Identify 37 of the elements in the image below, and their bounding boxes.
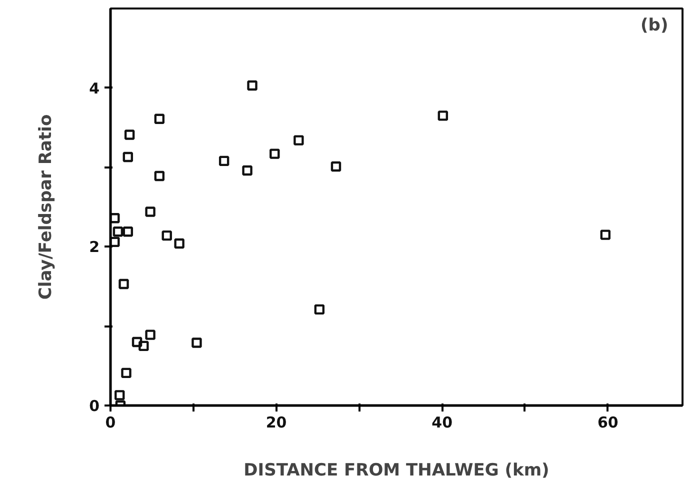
point [247, 80, 258, 91]
point [154, 170, 165, 182]
point [154, 114, 165, 124]
point [314, 304, 325, 315]
point [270, 148, 280, 159]
y-tick-label: 0 [89, 397, 100, 415]
y-axis-title: Clay/Feldspar Ratio [36, 114, 56, 300]
point [145, 330, 156, 340]
x-tick-label: 60 [597, 414, 618, 432]
point [122, 152, 134, 162]
point [218, 156, 230, 166]
y-tick-label: 2 [89, 238, 100, 256]
point [242, 165, 252, 176]
point [174, 238, 184, 249]
point [122, 226, 134, 237]
point [330, 161, 342, 172]
point [110, 213, 120, 224]
point [112, 226, 124, 237]
point [118, 278, 129, 290]
point [138, 340, 149, 352]
point [600, 230, 611, 240]
point [121, 368, 132, 378]
point [110, 236, 120, 248]
point [438, 110, 448, 121]
x-axis-title: DISTANCE FROM THALWEG (km) [244, 460, 550, 480]
point [192, 338, 202, 348]
y-tick-label: 4 [89, 79, 100, 98]
x-tick-label: 0 [105, 414, 116, 432]
x-tick-label: 20 [266, 414, 287, 432]
annotation: (b) [640, 16, 668, 36]
point [114, 390, 125, 400]
point [162, 230, 172, 241]
x-tick-label: 40 [432, 414, 453, 432]
point [124, 130, 135, 140]
point [145, 206, 156, 217]
point [132, 336, 142, 348]
point [294, 135, 304, 146]
